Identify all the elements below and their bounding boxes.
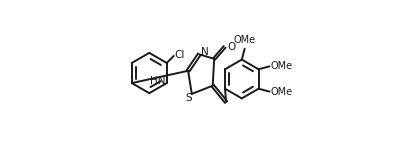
Text: HN: HN <box>149 76 165 86</box>
Text: S: S <box>185 93 192 103</box>
Text: O: O <box>227 42 235 52</box>
Text: OMe: OMe <box>269 87 292 97</box>
Text: OMe: OMe <box>269 61 292 71</box>
Text: OMe: OMe <box>233 36 255 45</box>
Text: N: N <box>200 47 208 57</box>
Text: Cl: Cl <box>175 50 185 60</box>
